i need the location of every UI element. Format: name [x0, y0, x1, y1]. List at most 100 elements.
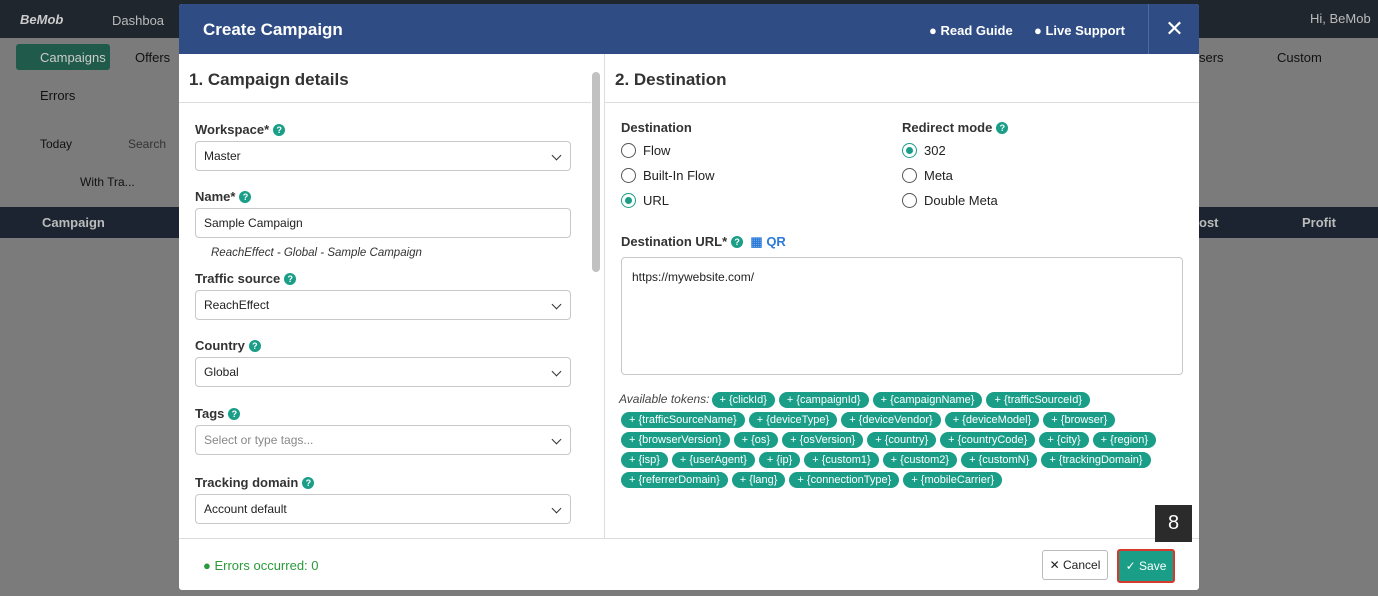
read-guide[interactable]: ● Read Guide [929, 23, 1013, 38]
label-text: Workspace* [195, 122, 270, 137]
token[interactable]: + {trafficSourceId} [986, 392, 1091, 408]
scrollbar[interactable] [592, 72, 600, 272]
token[interactable]: + {browser} [1043, 412, 1116, 428]
cancel-text: Cancel [1063, 558, 1101, 572]
radio-label: Flow [643, 143, 671, 158]
token[interactable]: + {deviceType} [748, 412, 838, 428]
token[interactable]: + {connectionType} [789, 472, 900, 488]
token[interactable]: + {custom1} [804, 452, 879, 468]
token[interactable]: + {os} [733, 432, 779, 448]
radio[interactable]: Meta [902, 168, 953, 183]
radio-circle[interactable] [902, 143, 917, 158]
user[interactable]: Hi, BeMob [1310, 11, 1371, 26]
radio[interactable]: Built-In Flow [621, 168, 715, 183]
label: Destination URL*? ▦ QR [621, 234, 786, 249]
chevron [551, 150, 562, 161]
chevron [551, 434, 562, 445]
token[interactable]: + {lang} [731, 472, 786, 488]
radio-label: 302 [924, 143, 946, 158]
token[interactable]: + {country} [867, 432, 937, 448]
nav-item[interactable]: Errors [40, 88, 76, 103]
input[interactable]: Select or type tags... [195, 425, 571, 455]
token[interactable]: + {region} [1092, 432, 1157, 448]
cancel-button[interactable]: ✕ Cancel [1042, 550, 1108, 580]
token[interactable]: + {customN} [961, 452, 1038, 468]
radio[interactable]: URL [621, 193, 669, 208]
help: ? [284, 273, 297, 285]
section-header [179, 54, 591, 103]
input[interactable]: Sample Campaign [195, 208, 571, 238]
token[interactable]: + {countryCode} [940, 432, 1036, 448]
input[interactable]: ReachEffect [195, 290, 571, 320]
input-value: ReachEffect [204, 298, 270, 312]
radio[interactable]: Double Meta [902, 193, 998, 208]
label: Traffic source? [195, 271, 297, 286]
nav-item[interactable]: Campaigns [40, 50, 106, 65]
radio-label: Meta [924, 168, 953, 183]
modal-header: Create Campaign ● Read Guide ● Live Supp… [179, 4, 1199, 54]
tab[interactable]: Dashboa [112, 13, 165, 28]
search[interactable]: Search [128, 137, 167, 151]
qr[interactable]: QR [766, 234, 786, 249]
token[interactable]: + {osVersion} [782, 432, 864, 448]
label: Tracking domain? [195, 475, 315, 490]
modal-footer: ● Errors occurred: 0 ✕ Cancel ✓ Save [179, 538, 1199, 590]
input-value: Global [204, 365, 239, 379]
help: ? [273, 124, 286, 136]
step-badge: 8 [1155, 505, 1192, 542]
label-text: Tags [195, 406, 225, 421]
input[interactable]: Account default [195, 494, 571, 524]
nav-item[interactable]: sers [1199, 50, 1224, 65]
label-text: Destination URL* [621, 234, 728, 249]
input[interactable]: Global [195, 357, 571, 387]
radio-circle[interactable] [621, 168, 636, 183]
nav-item[interactable]: Custom [1277, 50, 1322, 65]
filter[interactable]: With Tra... [80, 175, 135, 189]
label-text: Traffic source [195, 271, 281, 286]
live-support[interactable]: ● Live Support [1034, 23, 1125, 38]
token[interactable]: + {deviceVendor} [841, 412, 941, 428]
token[interactable]: + {deviceModel} [944, 412, 1040, 428]
token[interactable]: + {ip} [758, 452, 801, 468]
modal: Create Campaign ● Read Guide ● Live Supp… [179, 4, 1199, 590]
radio[interactable]: Flow [621, 143, 670, 158]
token[interactable]: + {browserVersion} [621, 432, 730, 448]
label: Destination [621, 120, 692, 135]
nav-item[interactable]: Offers [135, 50, 171, 65]
radio-circle[interactable] [902, 168, 917, 183]
radio-circle[interactable] [621, 193, 636, 208]
section-title: 1. Campaign details [189, 70, 349, 89]
label: Country? [195, 338, 261, 353]
column[interactable]: Profit [1302, 215, 1336, 230]
token[interactable]: + {trafficSourceName} [621, 412, 745, 428]
token[interactable]: + {city} [1039, 432, 1089, 448]
token[interactable]: + {clickId} [711, 392, 775, 408]
modal-title: Create Campaign [203, 20, 343, 39]
column[interactable]: ost [1199, 215, 1219, 230]
input[interactable]: Master [195, 141, 571, 171]
token[interactable]: + {mobileCarrier} [903, 472, 1003, 488]
token[interactable]: + {trackingDomain} [1041, 452, 1151, 468]
nav-active[interactable] [16, 44, 110, 70]
token[interactable]: + {referrerDomain} [621, 472, 728, 488]
save-button[interactable]: ✓ Save [1117, 549, 1175, 583]
token[interactable]: + {userAgent} [671, 452, 755, 468]
close-button[interactable]: ✕ [1148, 4, 1199, 54]
url-textarea[interactable]: https://mywebsite.com/ [621, 257, 1183, 375]
column[interactable]: Campaign [42, 215, 105, 230]
section-header [605, 54, 1199, 103]
date-filter[interactable]: Today [40, 137, 73, 151]
token[interactable]: + {custom2} [882, 452, 958, 468]
hint: ReachEffect - Global - Sample Campaign [211, 247, 422, 259]
label: Redirect mode? [902, 120, 1009, 135]
token[interactable]: + {isp} [621, 452, 668, 468]
radio[interactable]: 302 [902, 143, 946, 158]
help: ? [228, 408, 241, 420]
chevron [551, 503, 562, 514]
right-panel: 2. Destination Destination Redirect mode… [605, 54, 1199, 538]
radio-circle[interactable] [621, 143, 636, 158]
token[interactable]: + {campaignId} [778, 392, 869, 408]
label: Workspace*? [195, 122, 286, 137]
radio-circle[interactable] [902, 193, 917, 208]
token[interactable]: + {campaignName} [872, 392, 983, 408]
